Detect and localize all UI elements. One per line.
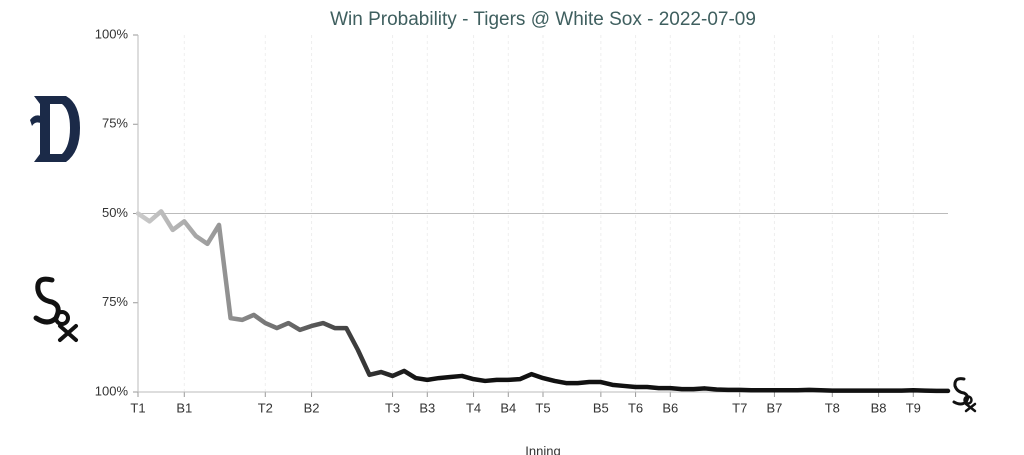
y-tick-label: 50% (102, 205, 128, 220)
x-tick-label: T7 (732, 400, 747, 415)
x-tick-label: T9 (906, 400, 921, 415)
x-tick-label: T8 (825, 400, 840, 415)
x-tick-label: T5 (535, 400, 550, 415)
x-tick-label: T2 (258, 400, 273, 415)
chart-title: Win Probability - Tigers @ White Sox - 2… (330, 9, 756, 30)
y-tick-label: 75% (102, 116, 128, 131)
x-tick-label: T1 (130, 400, 145, 415)
x-tick-label: B4 (500, 400, 516, 415)
win-probability-line (135, 209, 951, 394)
x-tick-label: B5 (593, 400, 609, 415)
x-tick-label: B1 (176, 400, 192, 415)
x-tick-label: B8 (871, 400, 887, 415)
x-tick-label: B7 (766, 400, 782, 415)
white-sox-logo (33, 276, 78, 342)
x-tick-label: B2 (304, 400, 320, 415)
y-tick-label: 100% (95, 26, 129, 41)
x-tick-label: T3 (385, 400, 400, 415)
x-axis-label: Inning (525, 443, 560, 455)
tigers-logo (30, 96, 80, 162)
y-tick-label: 100% (95, 383, 129, 398)
x-tick-label: B6 (662, 400, 678, 415)
x-tick-label: B3 (419, 400, 435, 415)
x-tick-label: T4 (466, 400, 481, 415)
white-sox-logo-small (952, 377, 977, 413)
x-tick-label: T6 (628, 400, 643, 415)
y-tick-label: 75% (102, 294, 128, 309)
